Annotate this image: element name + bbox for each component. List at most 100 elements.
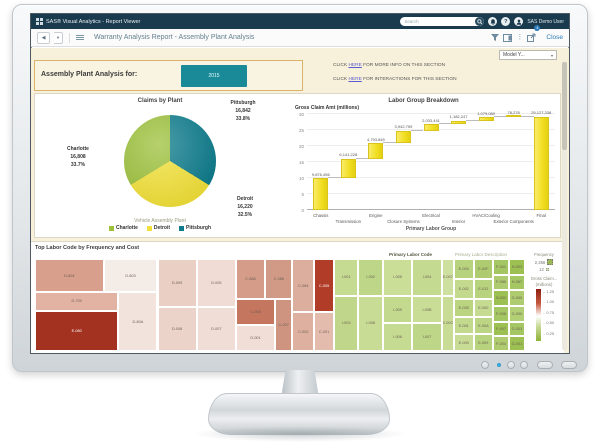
waterfall-bar[interactable] (533, 116, 549, 210)
info-here-link[interactable]: HERE (348, 63, 362, 68)
treemap-cell[interactable]: E-00F (473, 259, 494, 280)
pie-callout-pittsburgh: Pittsburgh 16,842 33.8% (230, 100, 256, 122)
treemap-cell[interactable]: F-001 (493, 259, 509, 275)
treemap-cell[interactable]: G-003 (508, 321, 525, 337)
waterfall-bar[interactable] (451, 120, 467, 125)
notifications-icon[interactable] (488, 17, 498, 26)
monitor-stand-base (208, 393, 390, 435)
treemap-cell[interactable]: I-003 (333, 295, 359, 351)
treemap-cell[interactable]: E-004 (453, 259, 474, 280)
search-icon[interactable] (475, 17, 485, 26)
legend-item[interactable]: Pittsburgh (179, 225, 211, 231)
pie-chart[interactable] (124, 115, 216, 207)
treemap-cell[interactable]: E-00C (441, 295, 454, 351)
waterfall-bar[interactable] (395, 130, 411, 144)
treemap-cell[interactable]: H-003 (508, 259, 525, 275)
treemap-cell[interactable]: D-005 (196, 259, 236, 307)
treemap-cell[interactable]: C-002 (292, 312, 315, 351)
treemap-cell[interactable]: C-001 (314, 312, 334, 351)
treemap-cell[interactable]: E-005 (453, 299, 474, 317)
treemap-cell[interactable]: I-008 (358, 295, 383, 351)
treemap-cell[interactable]: I-00B (412, 295, 442, 324)
treemap-cell[interactable]: E-000 (473, 299, 494, 317)
treemap-cell[interactable]: E-007 (441, 259, 454, 296)
treemap-cell[interactable]: D-80A (118, 292, 158, 351)
search-input[interactable]: Search (400, 17, 485, 26)
user-avatar-icon[interactable] (514, 17, 524, 26)
treemap-cell[interactable]: G-002 (493, 290, 509, 306)
waterfall-bar[interactable] (313, 178, 329, 210)
toggle-primary-labor-code[interactable]: Primary Labor Code (389, 252, 433, 257)
waterfall-bar[interactable] (423, 124, 439, 131)
waterfall-bar[interactable] (340, 158, 356, 179)
treemap-cell[interactable]: C-08A (235, 259, 266, 300)
waterfall-bar[interactable] (506, 115, 522, 118)
waterfall-bar[interactable] (368, 143, 384, 159)
frequency-legend-title: Frequency (534, 252, 554, 257)
frequency-min-row: 12 (527, 267, 561, 272)
legend-label: Charlotte (115, 225, 138, 231)
treemap-cell[interactable]: E-00A (473, 316, 494, 335)
treemap-cell[interactable]: I-005 (382, 259, 413, 296)
share-icon[interactable]: 4 (527, 24, 541, 47)
treemap-cell[interactable]: G-001 (508, 336, 525, 351)
treemap-cell[interactable]: E-003 (453, 334, 474, 351)
treemap-cell[interactable]: D-803 (103, 259, 158, 293)
toggle-primary-labor-description[interactable]: Primary Labor Description (455, 252, 508, 257)
treemap-cell[interactable]: C-085 (265, 259, 293, 300)
treemap-legend: Frequency 2,356 12 Gross Claim... (milli… (527, 252, 561, 352)
close-button[interactable]: Close (546, 34, 563, 41)
treemap-cell[interactable]: E-009 (473, 334, 494, 351)
treemap-cell[interactable]: F-007 (493, 321, 509, 337)
treemap-cell[interactable]: I-006 (382, 323, 413, 351)
scrollbar-thumb[interactable] (562, 62, 567, 150)
treemap-cell[interactable]: D-007 (196, 306, 236, 351)
treemap-cell[interactable]: D-700 (35, 292, 119, 311)
monitor-button (481, 361, 489, 369)
treemap-cell[interactable]: G-000 (508, 305, 525, 322)
legend-item[interactable]: Charlotte (108, 225, 138, 231)
treemap-cell[interactable]: I-002 (358, 259, 383, 296)
filter-icon[interactable] (491, 29, 500, 47)
help-icon[interactable]: ? (501, 17, 511, 26)
treemap-cell[interactable]: D-008 (157, 306, 197, 351)
info-line-post: FOR MORE INFO ON THIS SECTION (361, 63, 446, 68)
treemap-cell[interactable]: D-001 (235, 325, 276, 351)
treemap-cell[interactable]: E-012 (473, 279, 494, 300)
treemap-cell[interactable]: F-008 (493, 305, 509, 322)
y-tick-label: 15 (298, 159, 304, 165)
legend-item[interactable]: Detroit (146, 225, 170, 231)
treemap-panel: Top Labor Code by Frequency and Cost Pri… (31, 241, 564, 353)
treemap-cell[interactable]: E-002 (453, 279, 474, 300)
treemap-cell[interactable]: F-085 (493, 274, 509, 291)
x-category-label: HVAC/Cooling (472, 213, 500, 218)
treemap-cell[interactable]: G-005 (508, 290, 525, 306)
interactions-here-link[interactable]: HERE (348, 77, 362, 82)
treemap-cell[interactable]: I-004 (412, 259, 442, 296)
legend-label: Pittsburgh (186, 225, 212, 231)
bar-value-label: 2,033,441 (422, 117, 440, 123)
scrollbar[interactable] (562, 62, 567, 350)
back-button[interactable]: ◀ (37, 31, 50, 44)
year-filter-button[interactable]: 2015 (181, 65, 247, 87)
model-dropdown[interactable]: Model Y... ▾ (499, 50, 557, 60)
treemap-cell[interactable]: F-004 (493, 336, 509, 351)
treemap-cell[interactable]: E-001 (453, 316, 474, 335)
panel-icon[interactable] (503, 29, 513, 47)
treemap-cell[interactable]: C-005 (314, 259, 334, 313)
treemap-cell[interactable]: C-007 (275, 299, 293, 351)
treemap-cell[interactable]: E-080 (35, 310, 119, 351)
treemap-cell[interactable]: C-084 (292, 259, 315, 313)
treemap-cell[interactable]: I-001 (333, 259, 359, 296)
interact-line-pre: CLICK (333, 77, 349, 82)
treemap-cell[interactable]: I-009 (382, 295, 413, 324)
toc-icon[interactable] (76, 35, 84, 40)
more-options-icon[interactable]: ⋮ (516, 34, 524, 41)
back-dropdown-caret[interactable]: ▼ (54, 31, 63, 44)
waterfall-bar[interactable] (478, 117, 494, 121)
treemap-cell[interactable]: C-008 (235, 299, 276, 326)
treemap-cell[interactable]: I-007 (412, 323, 442, 351)
treemap-cell[interactable]: H-087 (508, 274, 525, 291)
treemap-cell[interactable]: D-009 (157, 259, 197, 307)
treemap-cell[interactable]: D-804 (35, 259, 104, 293)
